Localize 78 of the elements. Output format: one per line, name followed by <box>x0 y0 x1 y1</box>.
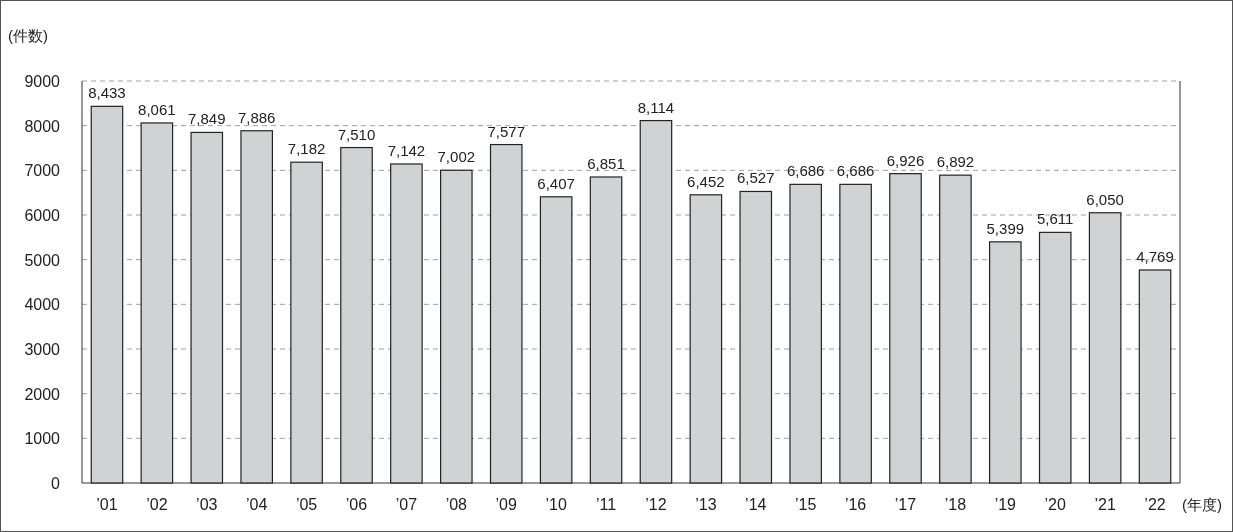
x-tick-label: ’17 <box>894 496 917 513</box>
data-label: 7,577 <box>487 122 525 140</box>
y-axis-title: (件数) <box>8 27 48 44</box>
y-tick-label: 6000 <box>24 207 61 224</box>
data-label: 6,851 <box>587 154 625 172</box>
bar <box>989 241 1022 484</box>
bar <box>789 183 822 484</box>
y-tick-label: 8000 <box>24 117 61 135</box>
bar <box>1138 269 1172 484</box>
data-label: 7,142 <box>387 141 426 159</box>
x-tick-label: ’02 <box>146 496 168 513</box>
data-label: 6,892 <box>936 153 975 171</box>
x-tick-label: ’10 <box>545 496 567 513</box>
x-tick-label: ’12 <box>645 496 667 513</box>
data-label: 6,050 <box>1086 190 1124 208</box>
data-label: 6,407 <box>537 174 575 192</box>
bar <box>589 176 623 484</box>
x-tick-label: ’07 <box>395 496 418 513</box>
bar <box>839 183 872 484</box>
x-tick-label: ’13 <box>695 496 717 513</box>
bar <box>889 173 922 484</box>
bar <box>390 163 423 484</box>
data-label: 8,114 <box>637 98 675 116</box>
x-tick-label: ’14 <box>745 496 767 513</box>
x-tick-label: ’08 <box>445 496 468 513</box>
x-tick-label: ’09 <box>495 496 517 513</box>
data-label: 7,886 <box>237 108 276 126</box>
bar <box>290 161 323 484</box>
x-tick-label: ’16 <box>844 496 867 513</box>
x-tick-label: ’18 <box>944 496 967 513</box>
x-tick-label: ’15 <box>795 496 817 513</box>
x-axis-title: (年度) <box>1182 496 1222 513</box>
y-tick-label: 2000 <box>24 385 61 403</box>
data-label: 6,686 <box>786 162 825 180</box>
x-tick-label: ’03 <box>196 496 218 513</box>
data-label: 8,061 <box>138 100 176 118</box>
data-label: 5,611 <box>1037 210 1074 228</box>
data-label: 7,510 <box>337 125 376 143</box>
x-tick-label: ’01 <box>96 496 118 513</box>
data-label: 7,002 <box>437 148 476 166</box>
x-tick-label: ’21 <box>1094 496 1116 513</box>
y-tick-label: 3000 <box>24 341 61 358</box>
x-tick-label: ’19 <box>994 496 1017 513</box>
x-tick-label: ’22 <box>1144 496 1166 513</box>
x-tick-label: ’06 <box>345 496 368 513</box>
bar <box>1038 231 1072 484</box>
data-label: 6,926 <box>886 151 925 169</box>
x-tick-label: ’04 <box>246 496 268 513</box>
x-tick-label: ’05 <box>295 496 318 513</box>
data-label: 6,527 <box>737 169 775 187</box>
data-label: 6,686 <box>836 162 875 180</box>
y-tick-label: 7000 <box>24 162 61 180</box>
y-tick-label: 9000 <box>24 73 61 90</box>
bar <box>440 169 473 484</box>
y-tick-label: 5000 <box>24 251 61 269</box>
bar <box>539 196 573 484</box>
bar <box>140 122 174 484</box>
y-tick-label: 4000 <box>24 296 61 314</box>
data-label: 5,399 <box>986 219 1025 237</box>
bar <box>90 105 124 484</box>
data-label: 7,849 <box>188 110 226 128</box>
bar <box>739 190 773 484</box>
bar <box>939 174 972 484</box>
x-tick-label: ’11 <box>595 496 617 513</box>
x-tick-label: ’20 <box>1044 496 1066 513</box>
bar <box>1088 212 1122 484</box>
y-tick-label: 1000 <box>24 430 61 448</box>
bar <box>240 130 273 484</box>
data-label: 8,433 <box>88 84 126 102</box>
data-label: 6,452 <box>687 172 725 190</box>
data-label: 7,182 <box>287 140 326 158</box>
bar <box>340 146 373 484</box>
bar <box>639 119 673 484</box>
bar <box>190 131 224 484</box>
y-tick-label: 0 <box>51 475 61 492</box>
data-label: 4,769 <box>1136 247 1174 265</box>
bar <box>689 194 723 484</box>
bar <box>489 143 523 484</box>
